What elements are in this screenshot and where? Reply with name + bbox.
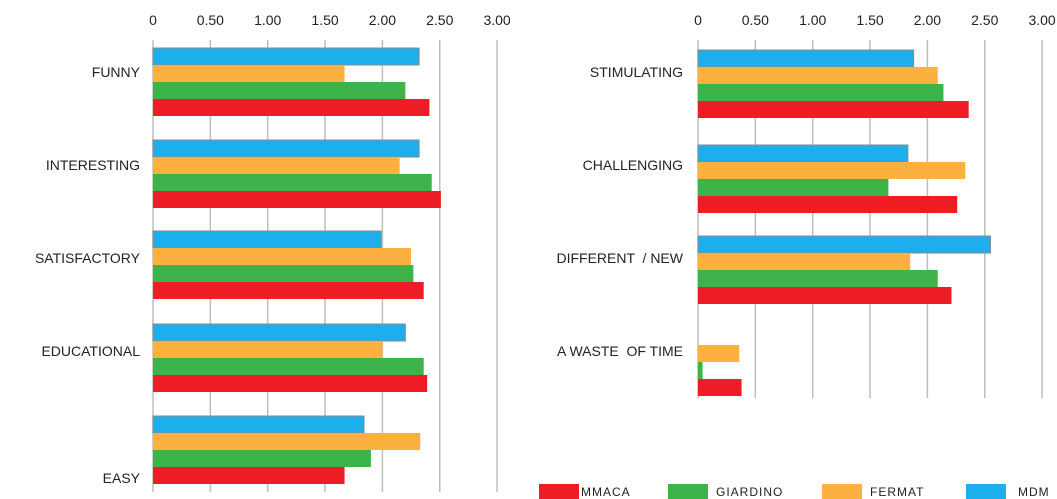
legend: MMACA GIARDINO FERMAT MDM xyxy=(539,484,1050,499)
x-tick-label: 0 xyxy=(694,12,702,28)
x-tick-label: 1.50 xyxy=(311,12,338,28)
x-tick-label: 2.00 xyxy=(369,12,396,28)
bar-mdm xyxy=(697,49,915,68)
bar-fermat xyxy=(698,253,911,270)
x-tick-label: 0.50 xyxy=(197,12,224,28)
category-label: A WASTE OF TIME xyxy=(557,343,683,359)
x-tick-label: 0 xyxy=(149,12,157,28)
bar-mmaca xyxy=(153,282,424,299)
x-tick-label: 1.50 xyxy=(856,12,883,28)
bar-fermat xyxy=(153,341,383,358)
x-tick-label: 2.00 xyxy=(914,12,941,28)
x-tick-label: 2.50 xyxy=(426,12,453,28)
x-tick-label: 2.50 xyxy=(971,12,998,28)
legend-label-mmaca: MMACA xyxy=(581,485,631,499)
bar-giardino xyxy=(153,358,424,375)
category-label: EASY xyxy=(103,470,141,486)
category-label: SATISFACTORY xyxy=(35,250,141,266)
category-label: INTERESTING xyxy=(46,157,140,173)
bar-giardino xyxy=(698,270,938,287)
bar-mdm xyxy=(697,144,909,163)
x-tick-label: 0.50 xyxy=(742,12,769,28)
legend-swatch-mdm xyxy=(966,484,1006,499)
bar-fermat xyxy=(153,157,400,174)
category-label: FUNNY xyxy=(92,64,141,80)
bar-giardino xyxy=(153,265,414,282)
x-tick-label: 1.00 xyxy=(254,12,281,28)
legend-label-mdm: MDM xyxy=(1018,485,1050,499)
bar-fermat xyxy=(153,433,421,450)
x-tick-label: 3.00 xyxy=(1028,12,1055,28)
bar-giardino xyxy=(153,450,371,467)
bar-fermat xyxy=(698,345,740,362)
bar-mdm xyxy=(152,230,382,249)
bar-mmaca xyxy=(153,467,345,484)
bar-giardino xyxy=(698,179,889,196)
bar-giardino xyxy=(153,82,406,99)
x-tick-label: 1.00 xyxy=(799,12,826,28)
bar-mmaca xyxy=(153,375,428,392)
bar-fermat xyxy=(698,67,938,84)
bar-giardino xyxy=(153,174,432,191)
category-label: DIFFERENT / NEW xyxy=(556,250,683,266)
left-bar-chart: 0 0.50 1.00 1.50 2.00 2.50 3.00 FUNNY INTERESTIN… xyxy=(35,12,511,492)
bar-giardino xyxy=(698,84,944,101)
x-tick-label: 3.00 xyxy=(483,12,510,28)
legend-swatch-mmaca xyxy=(539,484,579,499)
bar-mmaca xyxy=(153,99,430,116)
legend-swatch-giardino xyxy=(668,484,708,499)
bar-fermat xyxy=(153,248,412,265)
category-label: CHALLENGING xyxy=(583,157,683,173)
bar-mdm xyxy=(152,323,406,342)
bar-mmaca xyxy=(153,191,441,208)
bar-mmaca xyxy=(698,196,958,213)
bar-fermat xyxy=(153,65,345,82)
bar-mdm xyxy=(152,139,420,158)
bar-mdm xyxy=(152,415,365,434)
legend-swatch-fermat xyxy=(822,484,862,499)
right-bar-chart: 0 0.50 1.00 1.50 2.00 2.50 3.00 STIMULATING CHAL… xyxy=(556,12,1056,398)
category-label: EDUCATIONAL xyxy=(41,343,140,359)
bar-giardino xyxy=(698,362,703,379)
bar-mmaca xyxy=(698,379,742,396)
legend-label-giardino: GIARDINO xyxy=(716,485,783,499)
bar-fermat xyxy=(698,162,966,179)
bar-mdm xyxy=(152,47,420,66)
bar-mmaca xyxy=(698,287,952,304)
category-label: STIMULATING xyxy=(590,64,683,80)
bar-mmaca xyxy=(698,101,969,118)
bar-mdm xyxy=(697,235,991,254)
legend-label-fermat: FERMAT xyxy=(870,485,924,499)
